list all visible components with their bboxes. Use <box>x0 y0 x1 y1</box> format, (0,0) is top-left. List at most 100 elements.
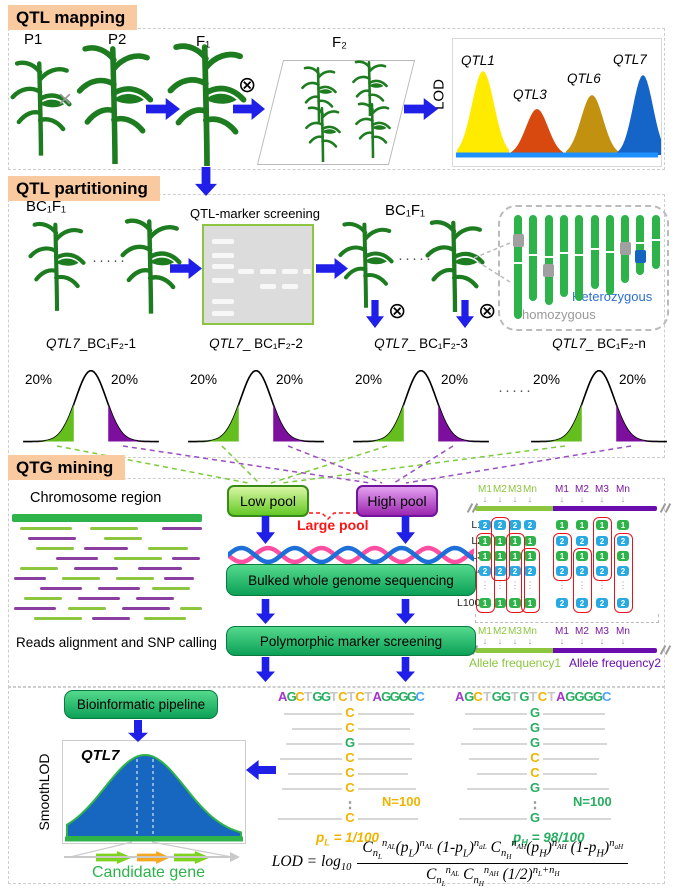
genotype-cell: 1 <box>596 520 608 530</box>
curve-title: QTL7_ BC₁F₂-3 <box>374 336 468 351</box>
genotype-cell: 2 <box>617 536 629 546</box>
marker-label: M3 <box>508 626 522 637</box>
genotype-cell: 1 <box>524 536 536 546</box>
snp-base: C <box>527 750 543 765</box>
genotype-cell: 2 <box>576 566 588 576</box>
section-title-qtg-mining: QTG mining <box>8 455 126 480</box>
tail-percent: 20% <box>25 372 53 387</box>
base-letter: A <box>556 689 566 704</box>
distribution-curve <box>531 369 667 443</box>
read-segment <box>138 567 182 570</box>
qtl-peak-label: QTL7 <box>613 52 647 67</box>
reads-caption: Reads alignment and SNP calling <box>16 635 217 650</box>
chromosome-bar-green <box>475 506 553 511</box>
allele-frequency-pl: pL = 1/100 <box>316 830 380 848</box>
distribution-panel-2: QTL7_ BC₁F₂-2 20% 20% <box>180 336 332 452</box>
gene-track-arrowhead <box>230 852 240 862</box>
low-pool-alignment: AGCTGGTCTCTAGGGGC C C G C C C ⋮ C N=100 pL = 1/100 <box>278 689 425 848</box>
genotype-cell: 1 <box>494 536 506 546</box>
qtl7-label: QTL7 <box>81 747 120 764</box>
qtl-peak-label: QTL1 <box>461 53 495 68</box>
base-letter: C <box>473 689 483 704</box>
chromosome-bar-purple <box>553 506 657 511</box>
genotype-cell: 2 <box>556 566 568 576</box>
base-letter: G <box>389 689 400 704</box>
tail-percent: 20% <box>355 372 383 387</box>
genotype-matrix: M1 ↓ M2 ↓ M3 ↓ Mn ↓ M1 ↓ M2 ↓ M3 ↓ Mn ↓ M1 ↓ M2 ↓ M3 ↓ Mn ↓ M1 ↓ M… <box>457 482 672 674</box>
genotype-cell: 2 <box>494 566 506 576</box>
base-letter: G <box>464 689 475 704</box>
marker-label: M1 <box>478 626 492 637</box>
sample-size-label: N=100 <box>573 794 612 809</box>
base-letter: T <box>547 689 556 704</box>
genotype-cell: 1 <box>509 551 521 561</box>
read-segment <box>144 617 186 620</box>
qtl-peak <box>566 95 618 155</box>
read-segment <box>116 577 154 580</box>
chromosome-bar <box>514 215 522 319</box>
genotype-cell: 1 <box>556 520 568 530</box>
genotype-cell: 1 <box>576 520 588 530</box>
formula-denominator: CnLnAL CnHnAH (1/2)nL+nH <box>426 864 560 888</box>
large-pool-label: Large pool <box>297 517 369 533</box>
genotype-cell: 1 <box>494 598 506 608</box>
marker-label: Mn <box>523 626 537 637</box>
read-segment <box>40 587 82 590</box>
read-segment <box>28 537 76 540</box>
read-segment <box>56 557 98 560</box>
line-label: L3 <box>471 550 483 562</box>
genotype-cell: 1 <box>494 551 506 561</box>
homozygous-marker <box>512 234 524 247</box>
read-segment <box>136 597 174 600</box>
genotype-cell: 2 <box>509 566 521 576</box>
genotype-cell: 1 <box>509 598 521 608</box>
genotype-cell: 1 <box>479 536 491 546</box>
base-letter: C <box>355 689 365 704</box>
high-pool-button: High pool <box>356 485 438 517</box>
genotype-cell: 2 <box>617 598 629 608</box>
section-box-qtg-mining <box>8 478 665 688</box>
heterozygous-marker <box>634 250 646 263</box>
section-box-qtl-mapping <box>8 28 665 170</box>
section-box-qtl-partitioning <box>8 194 665 458</box>
selected-genotype-box <box>476 533 495 613</box>
qtl-peak <box>511 109 563 155</box>
read-segment <box>122 607 170 610</box>
curve-title: QTL7_ BC₁F₂-2 <box>209 336 303 351</box>
genotype-cell: 1 <box>479 598 491 608</box>
distribution-curve <box>188 369 324 443</box>
base-letter: T <box>304 689 313 704</box>
snp-base: G <box>527 720 543 735</box>
snp-base: G <box>527 780 543 795</box>
qtl-peak-label: QTL3 <box>513 87 547 102</box>
reads-alignment <box>12 527 204 627</box>
ellipsis: ····· <box>498 382 533 399</box>
line-label: L1 <box>471 519 483 531</box>
high-pool-alignment: AGCTGGTGTCTAGGGGC G G G C C G ⋮ G N=100 pH = 98/10… <box>455 689 612 848</box>
base-letter: G <box>406 689 418 704</box>
snp-base: C <box>342 720 358 735</box>
snp-base: C <box>342 705 358 720</box>
tail-percent: 20% <box>276 372 304 387</box>
base-letter: T <box>329 689 338 704</box>
base-letter: A <box>372 689 382 704</box>
chromosome-region-title: Chromosome region <box>30 490 162 506</box>
marker-label: M2 <box>575 626 589 637</box>
base-letter: T <box>364 689 373 704</box>
genotype-cell: 1 <box>524 598 536 608</box>
base-letter: G <box>491 689 502 704</box>
homozygous-label: homozygous <box>522 307 596 322</box>
genotype-cell: 2 <box>494 520 506 530</box>
selfing-symbol: ⊗ <box>238 72 257 97</box>
genotype-cell: 1 <box>617 551 629 561</box>
allele-frequency2-label: Allele frequency2 <box>568 656 662 670</box>
genotype-cell: 2 <box>617 566 629 576</box>
genotype-cell: 1 <box>617 520 629 530</box>
selected-genotype-box <box>614 533 633 613</box>
label-bc1f1-right: BC₁F₁ <box>385 202 426 219</box>
genotype-cell: 1 <box>479 551 491 561</box>
genotype-cell: 1 <box>576 551 588 561</box>
selected-genotype-box <box>491 517 510 581</box>
snp-base: C <box>527 765 543 780</box>
